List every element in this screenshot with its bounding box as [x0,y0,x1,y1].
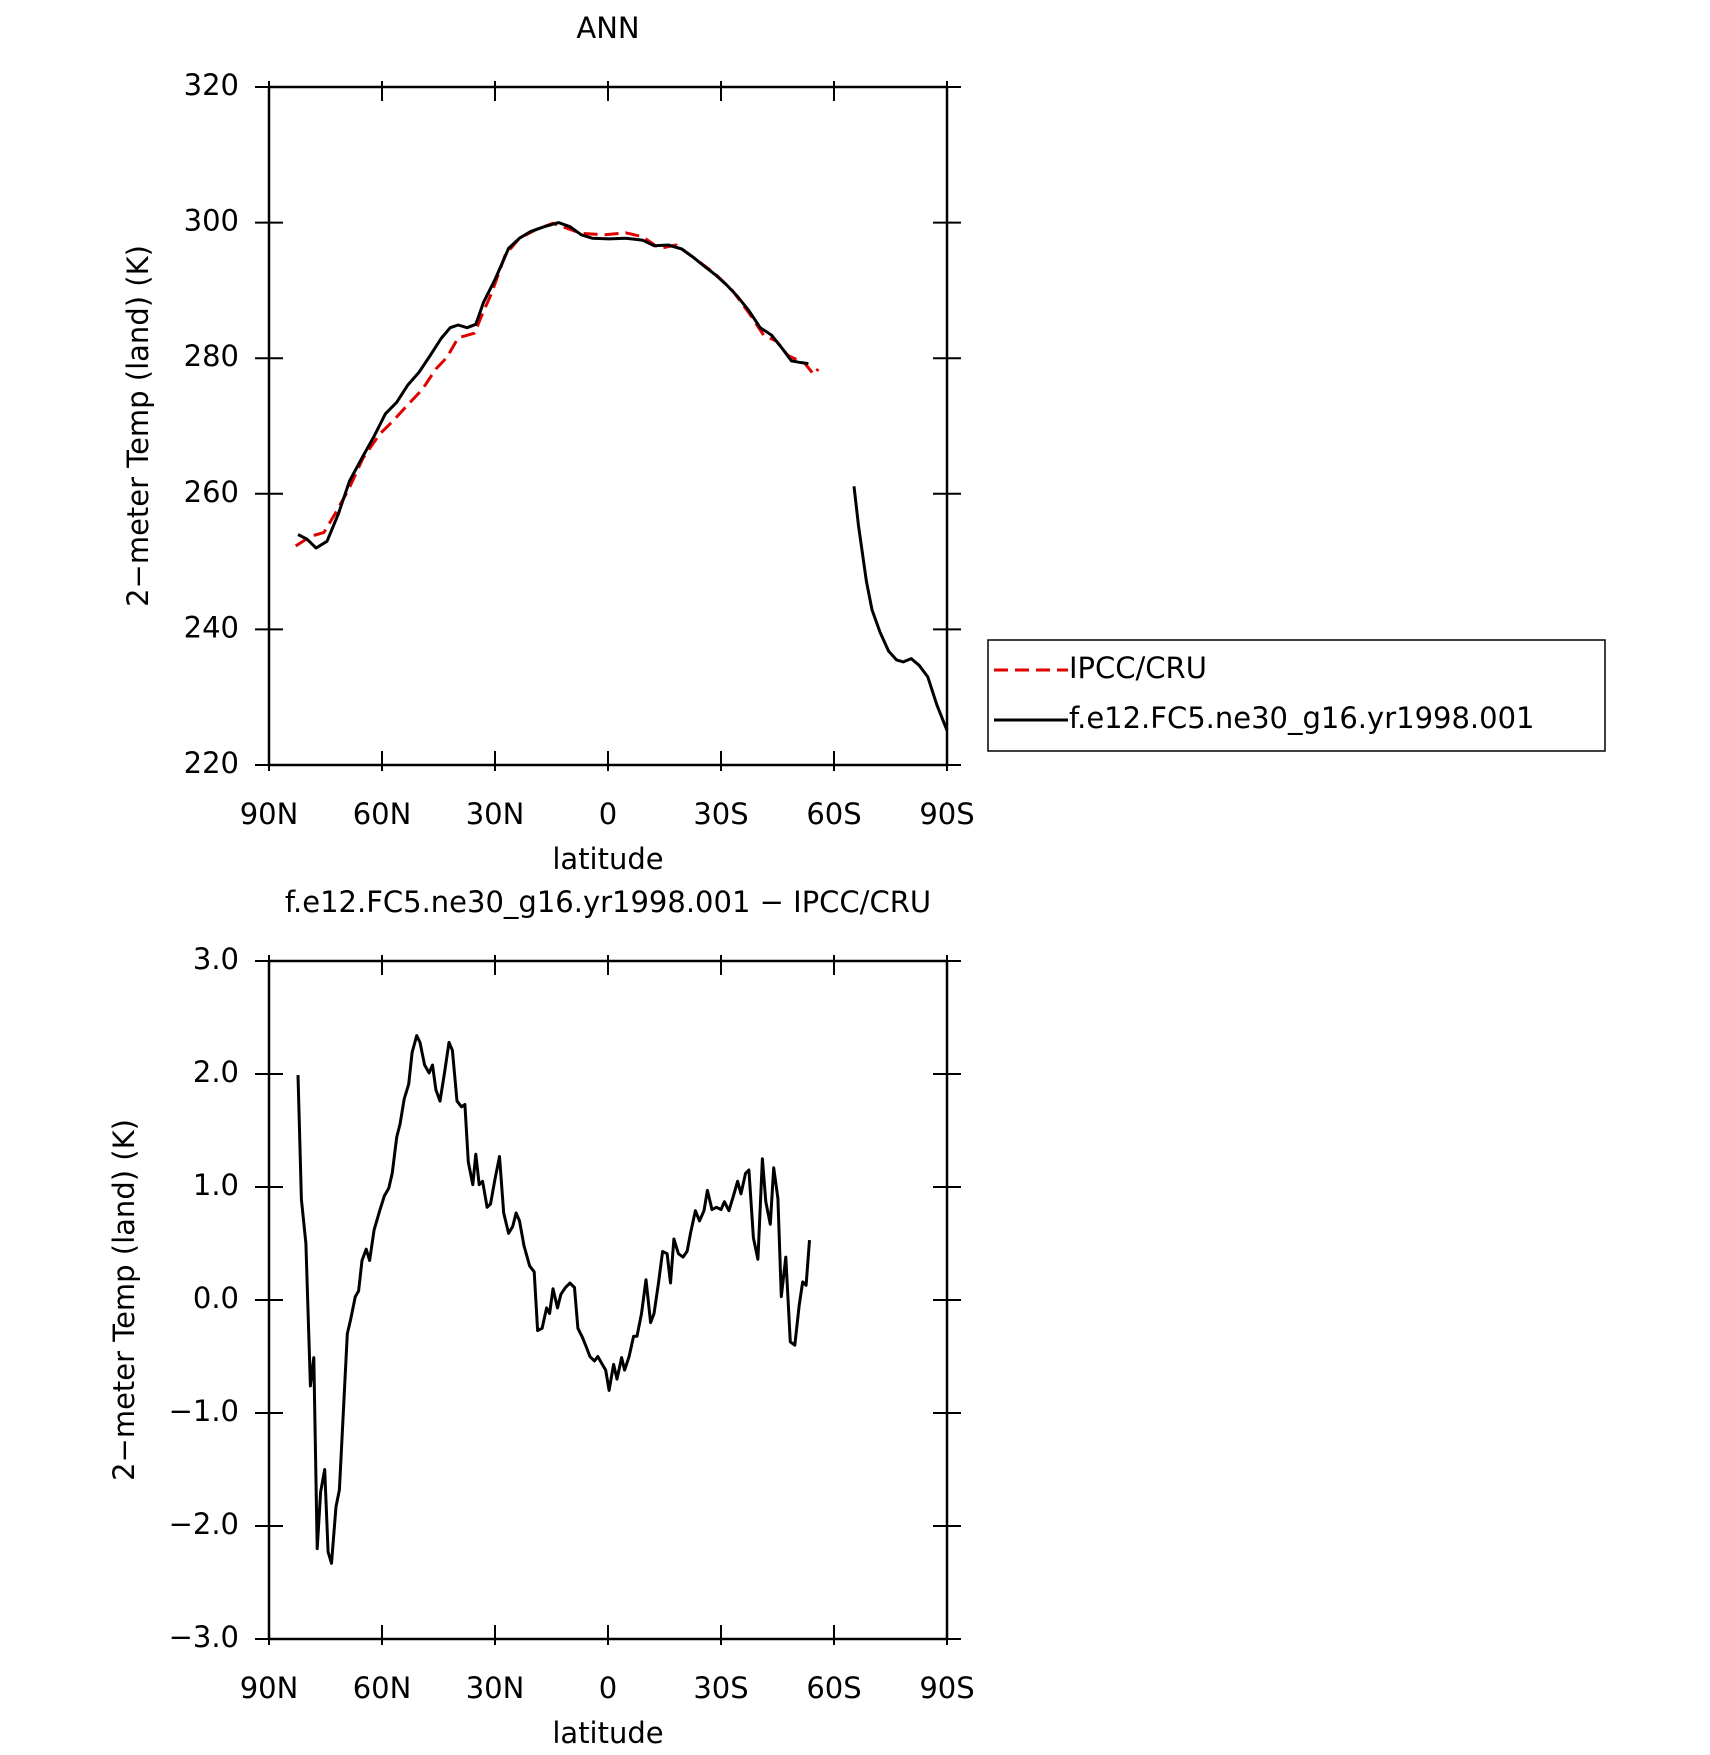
chart-title: f.e12.FC5.ne30_g16.yr1998.001 − IPCC/CRU [285,885,931,919]
legend-label: f.e12.FC5.ne30_g16.yr1998.001 [1069,701,1535,735]
x-tick-label: 90N [240,797,299,831]
data-line [294,221,820,548]
y-axis-label: 2−meter Temp (land) (K) [107,1119,141,1481]
y-tick-label: 220 [184,746,239,780]
y-tick-label: −3.0 [169,1620,239,1654]
x-axis-label: latitude [552,842,663,876]
y-tick-label: 320 [184,68,239,102]
x-tick-label: 90S [919,797,974,831]
x-tick-label: 30S [693,797,748,831]
y-tick-label: 0.0 [193,1281,239,1315]
y-tick-label: 1.0 [193,1168,239,1202]
x-tick-label: 90S [919,1671,974,1705]
legend-box [987,639,1606,752]
x-tick-label: 60S [806,1671,861,1705]
y-axis-label: 2−meter Temp (land) (K) [121,245,155,607]
x-tick-label: 90N [240,1671,299,1705]
legend-label: IPCC/CRU [1069,651,1207,685]
y-tick-label: 3.0 [193,942,239,976]
plot-frame [267,959,949,1641]
y-tick-label: 260 [184,475,239,509]
y-tick-label: 300 [184,204,239,238]
data-line [297,221,949,731]
x-tick-label: 60N [353,797,412,831]
data-line [296,1034,811,1565]
chart-title: ANN [576,11,639,45]
y-tick-label: 240 [184,610,239,644]
y-tick-label: 280 [184,339,239,373]
x-tick-label: 0 [599,797,617,831]
plot-frame [267,85,949,767]
x-tick-label: 60S [806,797,861,831]
x-tick-label: 30N [466,1671,525,1705]
y-tick-label: 2.0 [193,1055,239,1089]
x-tick-label: 0 [599,1671,617,1705]
y-tick-label: −1.0 [169,1394,239,1428]
y-tick-label: −2.0 [169,1507,239,1541]
x-tick-label: 30N [466,797,525,831]
x-tick-label: 30S [693,1671,748,1705]
x-tick-label: 60N [353,1671,412,1705]
x-axis-label: latitude [552,1716,663,1750]
